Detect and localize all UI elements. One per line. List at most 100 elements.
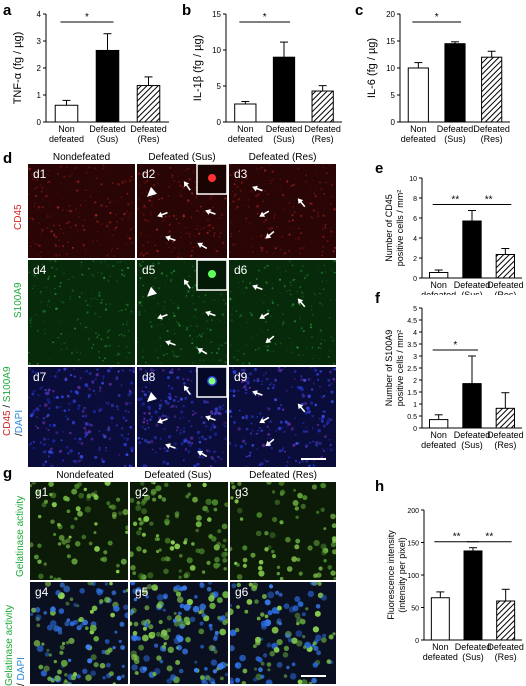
y-tick-label: 4.5 bbox=[407, 318, 417, 325]
significance-label: ** bbox=[485, 195, 493, 206]
y-tick-label: 100 bbox=[407, 573, 419, 580]
tile-label: g1 bbox=[35, 485, 49, 499]
y-axis-label: TNF-α (fg / µg) bbox=[12, 32, 24, 105]
tile-label: d5 bbox=[142, 263, 156, 277]
y-tick-label: 10 bbox=[386, 64, 395, 73]
g-row-label-gelatinase-text: Gelatinase activity bbox=[15, 495, 26, 577]
y-axis-label: Number of CD45 bbox=[384, 194, 394, 262]
x-tick-label: Defeated bbox=[455, 642, 492, 652]
significance-label: * bbox=[263, 12, 267, 23]
x-tick-label: (Sus) bbox=[461, 290, 483, 295]
x-tick-label: Defeated bbox=[130, 124, 167, 134]
bar bbox=[429, 272, 449, 279]
micrograph-texture bbox=[229, 164, 336, 257]
micrograph-g4: g4 bbox=[30, 582, 128, 684]
micrograph-d1: d1 bbox=[28, 164, 135, 258]
bar bbox=[429, 419, 449, 429]
bar bbox=[463, 550, 483, 641]
micrograph-texture bbox=[28, 260, 133, 365]
micrograph-g1: g1 bbox=[30, 482, 128, 580]
d-merge-sep1: / bbox=[2, 402, 13, 411]
micrograph-texture bbox=[28, 164, 134, 258]
x-tick-label: (Res) bbox=[494, 440, 516, 450]
bar bbox=[495, 407, 515, 429]
x-tick-label: (Sus) bbox=[97, 134, 119, 144]
y-tick-label: 1 bbox=[413, 402, 417, 409]
tile-label: g5 bbox=[135, 585, 149, 599]
d-row-label-merge: CD45 / S100A9 /DAPI bbox=[2, 366, 26, 436]
panel-letter-h: h bbox=[375, 478, 385, 495]
panel-letter-a: a bbox=[3, 2, 12, 19]
tile-label: d1 bbox=[33, 167, 47, 181]
y-tick-label: 0.5 bbox=[407, 414, 417, 421]
y-tick-label: 2 bbox=[413, 378, 417, 385]
x-tick-label: Defeated bbox=[437, 124, 474, 134]
micrograph-texture bbox=[229, 367, 336, 467]
x-tick-label: Defeated bbox=[473, 124, 510, 134]
bar bbox=[54, 104, 79, 123]
y-tick-label: 5 bbox=[413, 306, 417, 313]
x-tick-label: Defeated bbox=[266, 124, 303, 134]
significance-label: * bbox=[435, 12, 439, 23]
g-row-label-gelatinase: Gelatinase activity bbox=[15, 496, 26, 577]
x-tick-label: defeated bbox=[421, 440, 456, 450]
panel-letter-g: g bbox=[3, 465, 13, 482]
y-axis-label: IL-1β (fg / µg) bbox=[192, 35, 204, 101]
bar-chart-cd45-cells: 0 2 4 6 8 10 Number of CD45 positive cells / mm… bbox=[384, 176, 524, 295]
x-tick-label: Defeated bbox=[454, 430, 491, 440]
y-tick-label: 15 bbox=[386, 37, 395, 46]
d-col-header-sus: Defeated (Sus) bbox=[148, 152, 216, 163]
significance-label: ** bbox=[485, 532, 493, 543]
y-tick-label: 0 bbox=[413, 426, 417, 433]
x-tick-label: defeated bbox=[423, 652, 458, 662]
bar bbox=[496, 600, 516, 641]
x-tick-label: Non bbox=[237, 124, 254, 134]
y-tick-label: 5 bbox=[217, 82, 222, 91]
y-tick-label: 1 bbox=[37, 91, 42, 100]
micrograph-d3: d3 bbox=[229, 164, 336, 258]
tile-label: d7 bbox=[33, 370, 47, 384]
x-tick-label: Defeated bbox=[487, 280, 524, 290]
micrograph-texture bbox=[230, 582, 336, 684]
x-tick-label: (Sus) bbox=[462, 652, 484, 662]
y-tick-label: 5 bbox=[391, 91, 396, 100]
y-tick-label: 50 bbox=[411, 606, 419, 613]
panel-letter-b: b bbox=[182, 2, 192, 19]
y-axis-label: (intensity per pixel) bbox=[397, 537, 407, 613]
micrograph-texture bbox=[230, 482, 336, 580]
tile-label: d4 bbox=[33, 263, 47, 277]
x-tick-label: Non bbox=[430, 430, 447, 440]
y-tick-label: 1.5 bbox=[407, 390, 417, 397]
micrograph-texture bbox=[137, 367, 227, 467]
d-merge-dapi: DAPI bbox=[14, 409, 25, 434]
x-tick-label: defeated bbox=[401, 134, 436, 144]
micrograph-d7: d7 bbox=[28, 367, 135, 467]
significance-label: * bbox=[453, 340, 457, 351]
d-merge-sep2: / bbox=[14, 433, 25, 436]
y-tick-label: 2.5 bbox=[407, 366, 417, 373]
micrograph-texture bbox=[28, 367, 135, 467]
significance-label: ** bbox=[453, 532, 461, 543]
micrograph-d8: d8 bbox=[137, 367, 227, 467]
bar bbox=[136, 85, 161, 123]
significance-label: * bbox=[85, 12, 89, 23]
bar bbox=[462, 220, 482, 279]
micrograph-g3: g3 bbox=[230, 482, 336, 580]
panel-letter-f: f bbox=[375, 290, 380, 307]
x-tick-label: (Sus) bbox=[273, 134, 295, 144]
y-tick-label: 0 bbox=[37, 118, 42, 127]
d-merge-s100a9: S100A9 bbox=[2, 366, 13, 403]
y-tick-label: 0 bbox=[413, 276, 417, 283]
y-axis-label: IL-6 (fg / µg) bbox=[366, 38, 378, 98]
y-axis-label: positive cells / mm² bbox=[395, 330, 405, 407]
y-tick-label: 15 bbox=[212, 10, 221, 19]
bar bbox=[495, 254, 515, 279]
d-row-label-cd45: CD45 bbox=[13, 204, 24, 230]
micrograph-g6: g6 bbox=[230, 582, 336, 684]
bar bbox=[407, 67, 429, 123]
x-tick-label: (Sus) bbox=[461, 440, 483, 450]
tile-label: d8 bbox=[142, 370, 156, 384]
x-tick-label: Defeated bbox=[487, 430, 524, 440]
y-tick-label: 4 bbox=[413, 330, 417, 337]
y-tick-label: 0 bbox=[217, 118, 222, 127]
